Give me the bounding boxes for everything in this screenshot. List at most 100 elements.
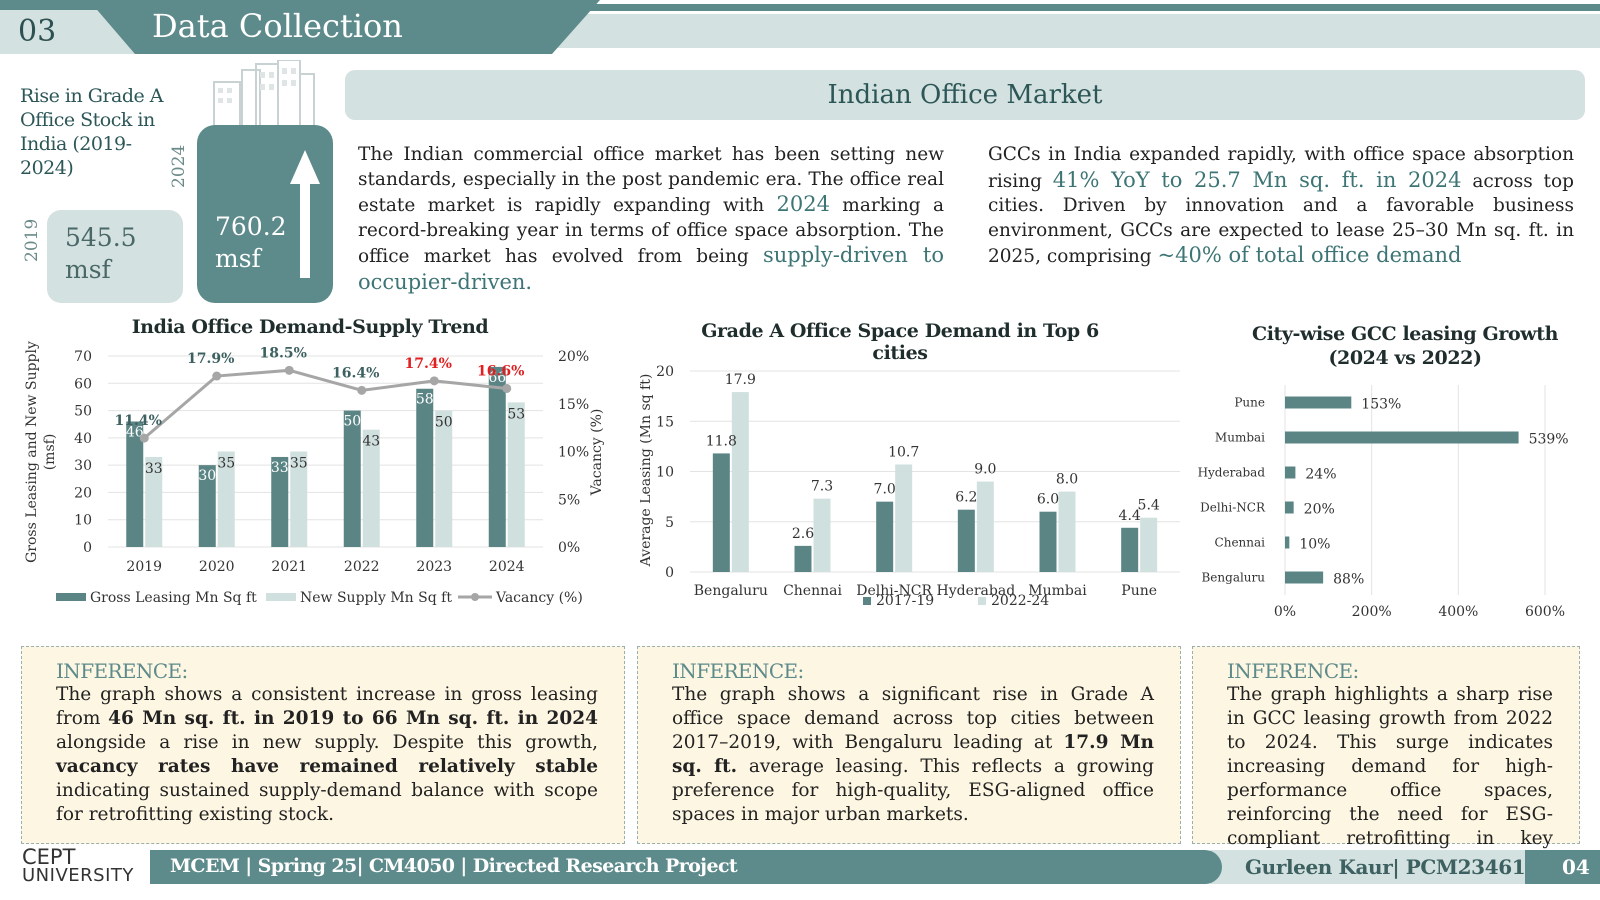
year-label-2019: 2019 (22, 218, 42, 262)
stock-unit-2024: msf (215, 244, 261, 273)
bar-label-2017-19: 11.8 (706, 433, 737, 449)
legend-new-supply: New Supply Mn Sq ft (300, 590, 452, 606)
x-tick-label: 2020 (199, 559, 235, 575)
highlight-occupier: supply-driven to occupier-driven. (358, 243, 944, 294)
demand-supply-chart: 0102030405060700%5%10%15%20%463320193035… (24, 341, 605, 606)
x-tick-label: Hyderabad (936, 583, 1015, 599)
bar-gcc-growth (1285, 571, 1324, 584)
inference-box-2: INFERENCE: The graph shows a significant… (637, 646, 1181, 844)
university-logo: UNIVERSITY (22, 865, 134, 886)
bar-gross-leasing (488, 366, 506, 547)
y-tick-label: Delhi-NCR (1200, 501, 1266, 515)
vacancy-point (502, 383, 512, 393)
highlight-2024: 2024 (776, 192, 830, 216)
legend-2017-19: 2017-19 (876, 593, 934, 609)
inference-box-3: INFERENCE: The graph highlights a sharp … (1192, 646, 1580, 873)
legend-gross-leasing: Gross Leasing Mn Sq ft (90, 590, 257, 606)
stock-value-2024: 760.2 (215, 212, 287, 241)
x-tick-label: 0% (1274, 604, 1296, 620)
gcc-growth-chart: 0% 200% 400% 600% Pune 153% Mumbai 539% Hyderaba… (1198, 385, 1569, 620)
header-light-band (520, 14, 1600, 48)
bar-gcc-growth (1285, 396, 1352, 409)
bar-label-gcc: 20% (1304, 502, 1335, 518)
bar-gcc-growth (1285, 431, 1519, 444)
bar-label-gcc: 153% (1361, 397, 1401, 413)
chart1-title: India Office Demand-Supply Trend (131, 316, 489, 338)
x-tick-label: 200% (1352, 604, 1392, 620)
bar-gross-leasing (271, 456, 289, 547)
y2-tick-label: 10% (558, 445, 589, 461)
y2-tick-label: 5% (558, 492, 580, 508)
y2-tick-label: 0% (558, 540, 580, 556)
y-tick-label: Chennai (1215, 536, 1266, 550)
bar-gross-leasing (343, 410, 361, 547)
legend-marker-vacancy (471, 593, 479, 601)
bar-2022-24 (731, 392, 749, 572)
x-tick-label: Pune (1121, 583, 1157, 599)
bar-label-gcc: 88% (1333, 572, 1364, 588)
bar-label-supply: 50 (435, 415, 453, 431)
vacancy-label: 16.4% (332, 365, 379, 381)
y-tick-label: 20 (74, 485, 92, 501)
page-title: Data Collection (152, 7, 403, 45)
chart3-title: City-wise GCC leasing Growth (2024 vs 20… (1251, 323, 1558, 369)
footer-author: Gurleen Kaur| PCM23461 (1245, 855, 1526, 879)
vacancy-label: 11.4% (115, 413, 162, 429)
footer-course: MCEM | Spring 25| CM4050 | Directed Rese… (170, 855, 738, 877)
bar-2017-19 (712, 453, 730, 572)
bar-2017-19 (794, 545, 812, 572)
x-tick-label: 2024 (489, 559, 525, 575)
bar-label-gross: 46 (126, 424, 144, 440)
bar-label-gross: 66 (488, 370, 506, 386)
bar-2017-19 (876, 501, 894, 572)
highlight-yoy: 41% YoY to 25.7 Mn sq. ft. in 2024 (1052, 167, 1462, 192)
bar-label-supply: 35 (217, 456, 235, 472)
market-paragraph-2: GCCs in India expanded rapidly, with off… (988, 144, 1574, 267)
header-top-stripe (0, 4, 1600, 11)
bar-gross-leasing (126, 421, 144, 547)
legend-swatch-2022-24 (978, 597, 986, 605)
vacancy-point (212, 371, 222, 381)
stock-box-2024: 760.2 msf (197, 125, 333, 303)
footer-page-box (1525, 850, 1600, 884)
bar-label-2017-19: 7.0 (874, 482, 896, 498)
cept-logo: CEPT (22, 845, 76, 869)
x-tick-label: 2021 (271, 559, 307, 575)
inference-heading-1: INFERENCE: (56, 659, 188, 683)
up-arrow-icon (290, 150, 320, 282)
legend-swatch-supply (266, 593, 296, 601)
x-tick-label: 2022 (344, 559, 380, 575)
stock-title: Rise in Grade A Office Stock in India (2… (20, 85, 164, 179)
y-tick-label: 5 (665, 515, 674, 531)
bar-label-supply: 35 (290, 456, 308, 472)
buildings-icon (212, 59, 317, 132)
vacancy-label: 18.5% (260, 345, 307, 361)
vacancy-point (139, 433, 149, 443)
bar-label-2022-24: 8.0 (1056, 472, 1078, 488)
footer-course-band (150, 850, 1222, 884)
y-tick-label: 60 (74, 376, 92, 392)
bar-label-gross: 33 (271, 460, 289, 476)
bar-2022-24 (895, 464, 913, 572)
y2-tick-label: 15% (558, 397, 589, 413)
vacancy-point (429, 376, 439, 386)
bar-2022-24 (1058, 491, 1076, 572)
footer-author-band (1210, 850, 1550, 884)
bar-label-2017-19: 6.0 (1037, 492, 1059, 508)
bar-label-2022-24: 9.0 (974, 462, 996, 478)
page-number: 04 (1562, 855, 1590, 879)
x-tick-label: Bengaluru (694, 583, 768, 599)
x-tick-label: Delhi-NCR (856, 583, 932, 599)
bar-gross-leasing (416, 388, 434, 547)
y-tick-label: 0 (83, 540, 92, 556)
vacancy-label: 17.4% (405, 356, 452, 372)
x-tick-label: 400% (1438, 604, 1478, 620)
y-tick-label: 50 (74, 404, 92, 420)
y-tick-label: 30 (74, 458, 92, 474)
bar-new-supply (507, 402, 525, 547)
inference-text-3: The graph highlights a sharp rise in GCC… (1227, 684, 1553, 873)
inference-box-1: INFERENCE: The graph shows a consistent … (21, 646, 625, 844)
inference-heading-2: INFERENCE: (672, 659, 804, 683)
y-tick-label: 10 (656, 465, 674, 481)
bar-label-2017-19: 2.6 (792, 526, 814, 542)
